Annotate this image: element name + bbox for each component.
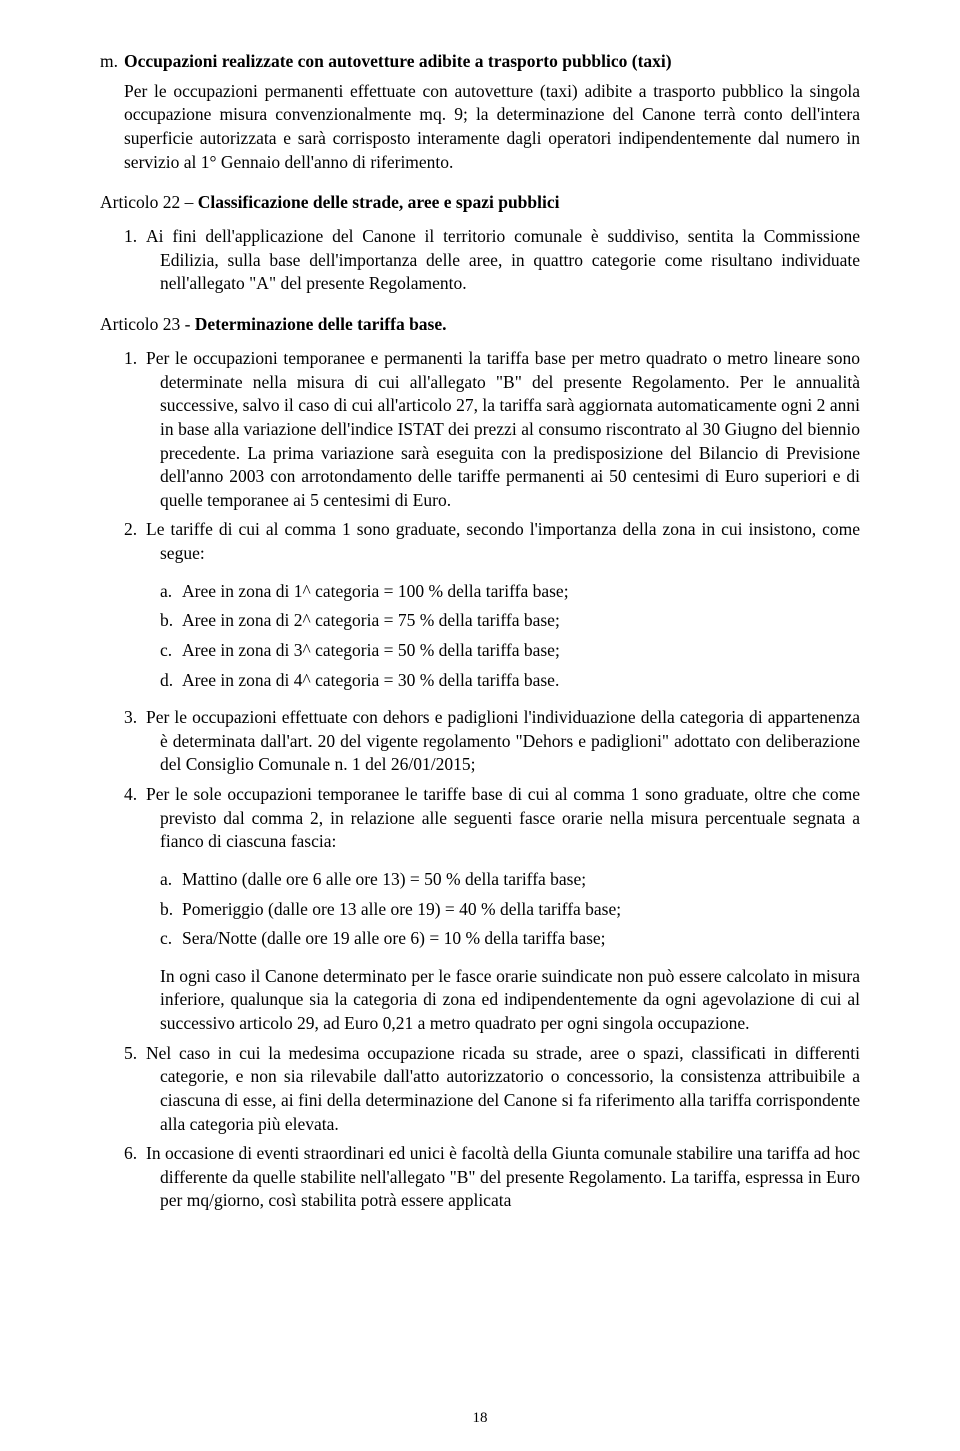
art23-item-4-cont: In ogni caso il Canone determinato per l…: [160, 965, 860, 1036]
art23-item-4-num: 4.: [124, 783, 146, 807]
section-m-header: m.Occupazioni realizzate con autovetture…: [124, 50, 860, 74]
art23-sub2-d-text: Aree in zona di 4^ categoria = 30 % dell…: [182, 670, 559, 690]
section-m-title: Occupazioni realizzate con autovetture a…: [124, 51, 672, 71]
art23-sub4-c-text: Sera/Notte (dalle ore 19 alle ore 6) = 1…: [182, 928, 606, 948]
article-22-prefix: Articolo 22 –: [100, 192, 198, 212]
art23-item-3-num: 3.: [124, 706, 146, 730]
art23-sub4-b-letter: b.: [160, 898, 182, 922]
art23-item-1-num: 1.: [124, 347, 146, 371]
art23-sub2-a-text: Aree in zona di 1^ categoria = 100 % del…: [182, 581, 569, 601]
art23-sub2-c-text: Aree in zona di 3^ categoria = 50 % dell…: [182, 640, 560, 660]
art23-item-5-text: Nel caso in cui la medesima occupazione …: [146, 1043, 860, 1134]
document-page: m.Occupazioni realizzate con autovetture…: [0, 0, 960, 1451]
section-m-letter: m.: [100, 50, 124, 74]
page-number: 18: [0, 1410, 960, 1427]
art23-sub2-c: c.Aree in zona di 3^ categoria = 50 % de…: [196, 639, 860, 663]
article-22-title: Classificazione delle strade, aree e spa…: [198, 192, 560, 212]
art23-item-5: 5.Nel caso in cui la medesima occupazion…: [160, 1042, 860, 1137]
art23-item-3-text: Per le occupazioni effettuate con dehors…: [146, 707, 860, 774]
art23-sub4-b-text: Pomeriggio (dalle ore 13 alle ore 19) = …: [182, 899, 621, 919]
art23-item-5-num: 5.: [124, 1042, 146, 1066]
art23-item-2-num: 2.: [124, 518, 146, 542]
art23-item-6-text: In occasione di eventi straordinari ed u…: [146, 1143, 860, 1210]
art23-sub2-d: d.Aree in zona di 4^ categoria = 30 % de…: [196, 669, 860, 693]
art23-sub4-a-letter: a.: [160, 868, 182, 892]
art23-item-6: 6.In occasione di eventi straordinari ed…: [160, 1142, 860, 1213]
art23-item-6-num: 6.: [124, 1142, 146, 1166]
section-m-body: Per le occupazioni permanenti effettuate…: [124, 80, 860, 175]
art22-item-1-num: 1.: [124, 225, 146, 249]
art23-sub2-b: b.Aree in zona di 2^ categoria = 75 % de…: [196, 609, 860, 633]
art23-item-1: 1.Per le occupazioni temporanee e perman…: [160, 347, 860, 512]
art23-sub2-a: a.Aree in zona di 1^ categoria = 100 % d…: [196, 580, 860, 604]
art23-item-3: 3.Per le occupazioni effettuate con deho…: [160, 706, 860, 777]
art23-sub2-b-letter: b.: [160, 609, 182, 633]
art23-sub4-c: c.Sera/Notte (dalle ore 19 alle ore 6) =…: [196, 927, 860, 951]
art23-item-1-text: Per le occupazioni temporanee e permanen…: [146, 348, 860, 510]
art23-item-2-text: Le tariffe di cui al comma 1 sono gradua…: [146, 519, 860, 563]
art23-item-4: 4.Per le sole occupazioni temporanee le …: [160, 783, 860, 854]
article-22-heading: Articolo 22 – Classificazione delle stra…: [100, 192, 860, 213]
art23-sub2-d-letter: d.: [160, 669, 182, 693]
article-23-title: Determinazione delle tariffa base.: [195, 314, 447, 334]
art23-sub4-c-letter: c.: [160, 927, 182, 951]
art23-sub4-b: b.Pomeriggio (dalle ore 13 alle ore 19) …: [196, 898, 860, 922]
art23-item-2: 2.Le tariffe di cui al comma 1 sono grad…: [160, 518, 860, 565]
art23-item-4-text: Per le sole occupazioni temporanee le ta…: [146, 784, 860, 851]
art22-item-1: 1.Ai fini dell'applicazione del Canone i…: [160, 225, 860, 296]
art23-sub4-a: a.Mattino (dalle ore 6 alle ore 13) = 50…: [196, 868, 860, 892]
art23-sub2-c-letter: c.: [160, 639, 182, 663]
art23-sub2-a-letter: a.: [160, 580, 182, 604]
art23-sub4-a-text: Mattino (dalle ore 6 alle ore 13) = 50 %…: [182, 869, 586, 889]
article-23-heading: Articolo 23 - Determinazione delle tarif…: [100, 314, 860, 335]
article-23-prefix: Articolo 23 -: [100, 314, 195, 334]
art22-item-1-text: Ai fini dell'applicazione del Canone il …: [146, 226, 860, 293]
art23-sub2-b-text: Aree in zona di 2^ categoria = 75 % dell…: [182, 610, 560, 630]
